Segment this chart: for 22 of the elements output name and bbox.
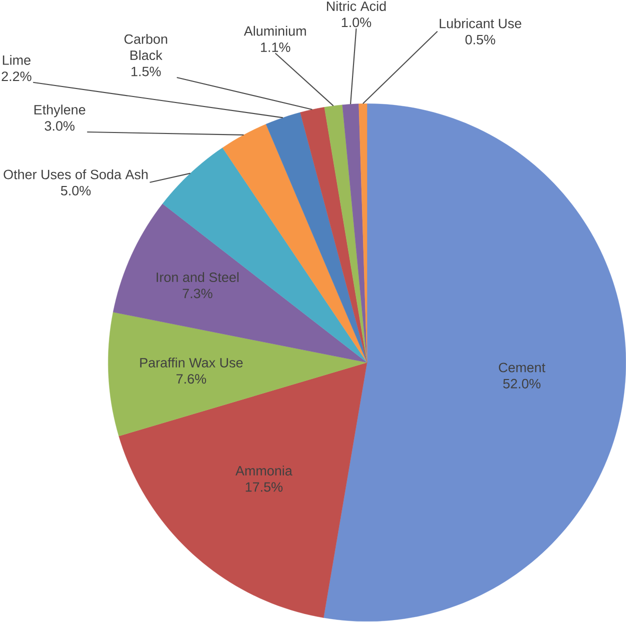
slice-label: Carbon Black	[124, 34, 168, 60]
data-label: 1.1%	[261, 42, 290, 52]
slice-label: Ammonia	[235, 466, 292, 476]
data-label: 3.0%	[44, 121, 74, 131]
slice-label: Cement	[498, 362, 546, 373]
data-label: 2.2%	[2, 72, 32, 82]
slice-label: Iron and Steel	[156, 272, 239, 282]
data-label: 1.0%	[342, 18, 372, 28]
data-label: 0.5%	[465, 35, 496, 45]
data-label: 52.0%	[503, 379, 540, 389]
data-label: 5.0%	[60, 186, 91, 196]
slice-label: Lubricant Use	[440, 18, 522, 28]
slice-label: Paraffin Wax Use	[140, 358, 243, 368]
slice-label: Lime	[2, 55, 30, 66]
slice-label: Ethylene	[34, 104, 86, 118]
slice-label: Other Uses of Soda Ash	[4, 170, 148, 180]
data-label: 7.6%	[176, 374, 206, 384]
data-label: 1.5%	[132, 67, 161, 76]
data-label: 7.3%	[182, 288, 212, 298]
slice-label: Aluminium	[244, 26, 306, 36]
data-label: 17.5%	[246, 482, 283, 492]
slice-label: Nitric Acid	[326, 1, 386, 12]
